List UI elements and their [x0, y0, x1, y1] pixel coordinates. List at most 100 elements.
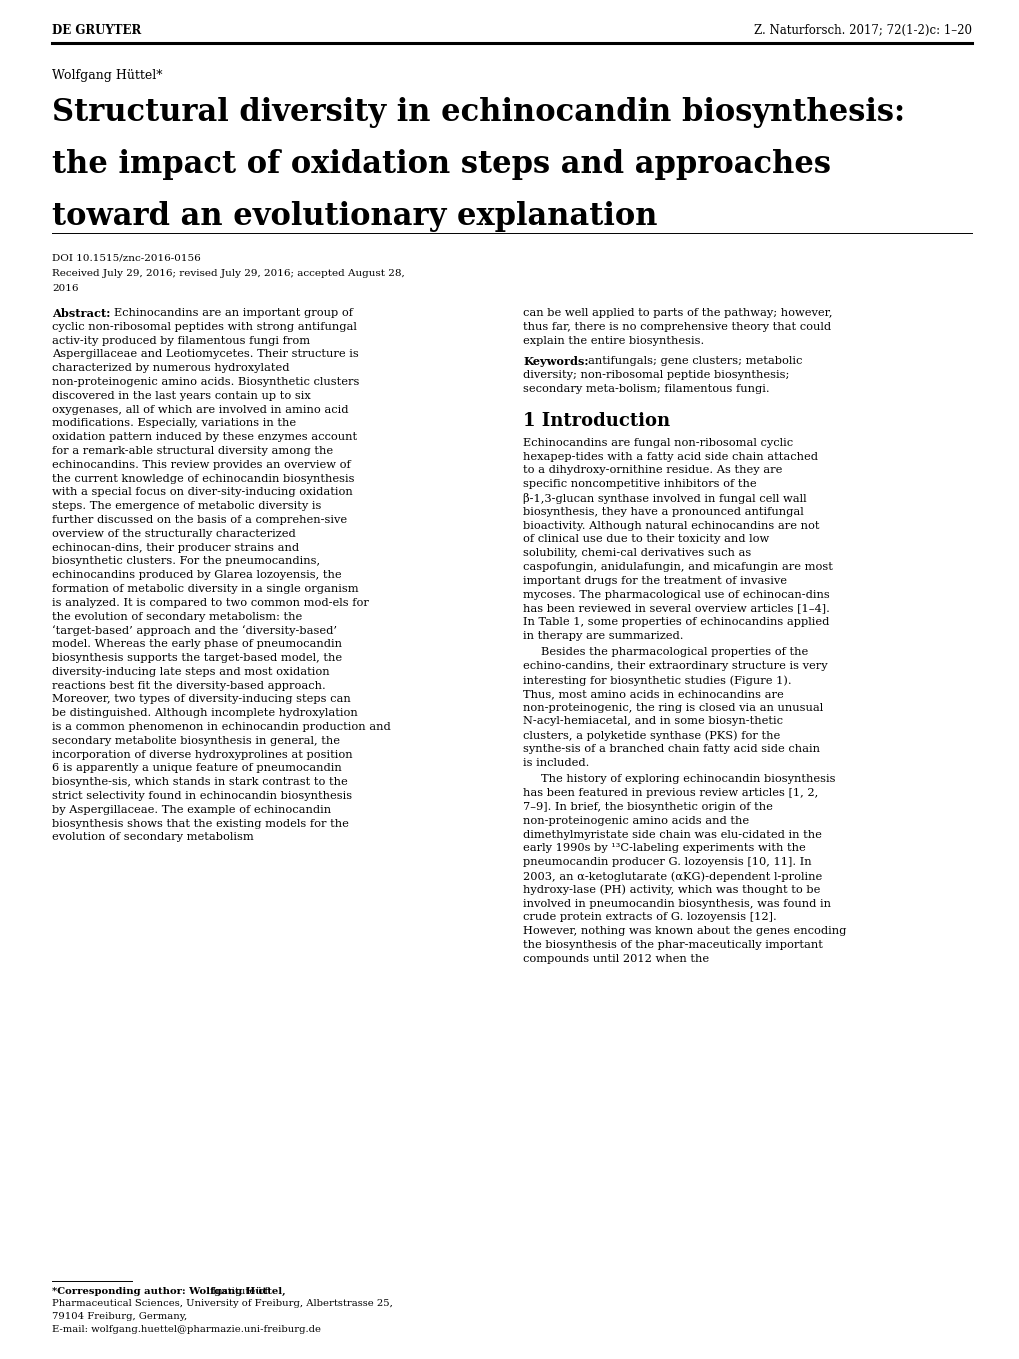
Text: In Table 1, some properties of echinocandins applied: In Table 1, some properties of echinocan…	[523, 617, 828, 626]
Text: 79104 Freiburg, Germany,: 79104 Freiburg, Germany,	[52, 1311, 187, 1321]
Text: specific noncompetitive inhibitors of the: specific noncompetitive inhibitors of th…	[523, 480, 756, 489]
Text: has been reviewed in several overview articles [1–4].: has been reviewed in several overview ar…	[523, 603, 829, 613]
Text: the evolution of secondary metabolism: the: the evolution of secondary metabolism: t…	[52, 612, 302, 621]
Text: Keywords:: Keywords:	[523, 356, 588, 367]
Text: The history of exploring echinocandin biosynthesis: The history of exploring echinocandin bi…	[540, 775, 835, 784]
Text: secondary meta-bolism; filamentous fungi.: secondary meta-bolism; filamentous fungi…	[523, 383, 769, 394]
Text: is a common phenomenon in echinocandin production and: is a common phenomenon in echinocandin p…	[52, 722, 390, 733]
Text: evolution of secondary metabolism: evolution of secondary metabolism	[52, 833, 254, 843]
Text: Besides the pharmacological properties of the: Besides the pharmacological properties o…	[540, 647, 807, 658]
Text: synthe-sis of a branched chain fatty acid side chain: synthe-sis of a branched chain fatty aci…	[523, 745, 819, 754]
Text: hexapep-tides with a fatty acid side chain attached: hexapep-tides with a fatty acid side cha…	[523, 451, 817, 462]
Text: Abstract:: Abstract:	[52, 308, 110, 319]
Text: 7–9]. In brief, the biosynthetic origin of the: 7–9]. In brief, the biosynthetic origin …	[523, 802, 772, 813]
Text: by Aspergillaceae. The example of echinocandin: by Aspergillaceae. The example of echino…	[52, 805, 331, 815]
Text: 2016: 2016	[52, 284, 78, 294]
Text: Aspergillaceae and Leotiomycetes. Their structure is: Aspergillaceae and Leotiomycetes. Their …	[52, 349, 359, 359]
Text: 2003, an α-ketoglutarate (αKG)-dependent l-proline: 2003, an α-ketoglutarate (αKG)-dependent…	[523, 871, 821, 882]
Text: thus far, there is no comprehensive theory that could: thus far, there is no comprehensive theo…	[523, 322, 830, 332]
Text: secondary metabolite biosynthesis in general, the: secondary metabolite biosynthesis in gen…	[52, 735, 339, 746]
Text: 1 Introduction: 1 Introduction	[523, 412, 669, 429]
Text: dimethylmyristate side chain was elu-cidated in the: dimethylmyristate side chain was elu-cid…	[523, 829, 821, 840]
Text: echino-candins, their extraordinary structure is very: echino-candins, their extraordinary stru…	[523, 662, 826, 671]
Text: is analyzed. It is compared to two common mod-els for: is analyzed. It is compared to two commo…	[52, 598, 369, 607]
Text: Thus, most amino acids in echinocandins are: Thus, most amino acids in echinocandins …	[523, 689, 783, 699]
Text: biosynthe-sis, which stands in stark contrast to the: biosynthe-sis, which stands in stark con…	[52, 777, 347, 787]
Text: biosynthesis, they have a pronounced antifungal: biosynthesis, they have a pronounced ant…	[523, 507, 803, 516]
Text: DE GRUYTER: DE GRUYTER	[52, 24, 141, 37]
Text: can be well applied to parts of the pathway; however,: can be well applied to parts of the path…	[523, 308, 832, 318]
Text: strict selectivity found in echinocandin biosynthesis: strict selectivity found in echinocandin…	[52, 791, 352, 800]
Text: compounds until 2012 when the: compounds until 2012 when the	[523, 954, 708, 964]
Text: formation of metabolic diversity in a single organism: formation of metabolic diversity in a si…	[52, 584, 359, 594]
Text: Echinocandins are fungal non-ribosomal cyclic: Echinocandins are fungal non-ribosomal c…	[523, 438, 793, 447]
Text: Wolfgang Hüttel*: Wolfgang Hüttel*	[52, 69, 162, 82]
Text: mycoses. The pharmacological use of echinocan-dins: mycoses. The pharmacological use of echi…	[523, 590, 828, 599]
Text: non-proteinogenic, the ring is closed via an unusual: non-proteinogenic, the ring is closed vi…	[523, 703, 822, 712]
Text: toward an evolutionary explanation: toward an evolutionary explanation	[52, 201, 657, 232]
Text: interesting for biosynthetic studies (Figure 1).: interesting for biosynthetic studies (Fi…	[523, 675, 791, 686]
Text: cyclic non-ribosomal peptides with strong antifungal: cyclic non-ribosomal peptides with stron…	[52, 322, 357, 332]
Text: Structural diversity in echinocandin biosynthesis:: Structural diversity in echinocandin bio…	[52, 96, 905, 128]
Text: 6 is apparently a unique feature of pneumocandin: 6 is apparently a unique feature of pneu…	[52, 764, 341, 773]
Text: echinocandins. This review provides an overview of: echinocandins. This review provides an o…	[52, 459, 351, 470]
Text: β-1,3-glucan synthase involved in fungal cell wall: β-1,3-glucan synthase involved in fungal…	[523, 493, 806, 504]
Text: characterized by numerous hydroxylated: characterized by numerous hydroxylated	[52, 363, 289, 374]
Text: caspofungin, anidulafungin, and micafungin are most: caspofungin, anidulafungin, and micafung…	[523, 561, 833, 572]
Text: Institute of: Institute of	[209, 1287, 268, 1296]
Text: diversity-inducing late steps and most oxidation: diversity-inducing late steps and most o…	[52, 667, 329, 677]
Text: diversity; non-ribosomal peptide biosynthesis;: diversity; non-ribosomal peptide biosynt…	[523, 370, 789, 381]
Text: has been featured in previous review articles [1, 2,: has been featured in previous review art…	[523, 788, 817, 798]
Text: in therapy are summarized.: in therapy are summarized.	[523, 631, 683, 641]
Text: clusters, a polyketide synthase (PKS) for the: clusters, a polyketide synthase (PKS) fo…	[523, 730, 780, 741]
Text: the current knowledge of echinocandin biosynthesis: the current knowledge of echinocandin bi…	[52, 473, 355, 484]
Text: biosynthesis supports the target-based model, the: biosynthesis supports the target-based m…	[52, 654, 341, 663]
Text: Received July 29, 2016; revised July 29, 2016; accepted August 28,: Received July 29, 2016; revised July 29,…	[52, 269, 405, 277]
Text: biosynthetic clusters. For the pneumocandins,: biosynthetic clusters. For the pneumocan…	[52, 556, 320, 567]
Text: Moreover, two types of diversity-inducing steps can: Moreover, two types of diversity-inducin…	[52, 694, 351, 704]
Text: E-mail: wolfgang.huettel@pharmazie.uni-freiburg.de: E-mail: wolfgang.huettel@pharmazie.uni-f…	[52, 1325, 321, 1333]
Text: oxygenases, all of which are involved in amino acid: oxygenases, all of which are involved in…	[52, 405, 348, 414]
Text: incorporation of diverse hydroxyprolines at position: incorporation of diverse hydroxyprolines…	[52, 750, 353, 760]
Text: the biosynthesis of the phar-maceutically important: the biosynthesis of the phar-maceuticall…	[523, 940, 822, 950]
Text: with a special focus on diver-sity-inducing oxidation: with a special focus on diver-sity-induc…	[52, 488, 353, 497]
Text: non-proteinogenic amino acids. Biosynthetic clusters: non-proteinogenic amino acids. Biosynthe…	[52, 376, 359, 387]
Text: reactions best fit the diversity-based approach.: reactions best fit the diversity-based a…	[52, 681, 325, 690]
Text: hydroxy-lase (PH) activity, which was thought to be: hydroxy-lase (PH) activity, which was th…	[523, 885, 819, 896]
Text: modifications. Especially, variations in the: modifications. Especially, variations in…	[52, 419, 296, 428]
Text: crude protein extracts of G. lozoyensis [12].: crude protein extracts of G. lozoyensis …	[523, 912, 776, 923]
Text: further discussed on the basis of a comprehen-sive: further discussed on the basis of a comp…	[52, 515, 346, 525]
Text: be distinguished. Although incomplete hydroxylation: be distinguished. Although incomplete hy…	[52, 708, 358, 718]
Text: However, nothing was known about the genes encoding: However, nothing was known about the gen…	[523, 927, 846, 936]
Text: for a remark-able structural diversity among the: for a remark-able structural diversity a…	[52, 446, 333, 457]
Text: antifungals; gene clusters; metabolic: antifungals; gene clusters; metabolic	[587, 356, 802, 367]
Text: Z. Naturforsch. 2017; 72(1-2)c: 1–20: Z. Naturforsch. 2017; 72(1-2)c: 1–20	[753, 24, 971, 37]
Text: echinocandins produced by Glarea lozoyensis, the: echinocandins produced by Glarea lozoyen…	[52, 571, 341, 580]
Text: important drugs for the treatment of invasive: important drugs for the treatment of inv…	[523, 576, 787, 586]
Text: involved in pneumocandin biosynthesis, was found in: involved in pneumocandin biosynthesis, w…	[523, 898, 830, 909]
Text: of clinical use due to their toxicity and low: of clinical use due to their toxicity an…	[523, 534, 768, 545]
Text: model. Whereas the early phase of pneumocandin: model. Whereas the early phase of pneumo…	[52, 639, 341, 650]
Text: discovered in the last years contain up to six: discovered in the last years contain up …	[52, 391, 311, 401]
Text: is included.: is included.	[523, 758, 589, 768]
Text: early 1990s by ¹³C-labeling experiments with the: early 1990s by ¹³C-labeling experiments …	[523, 844, 805, 853]
Text: the impact of oxidation steps and approaches: the impact of oxidation steps and approa…	[52, 149, 830, 179]
Text: non-proteinogenic amino acids and the: non-proteinogenic amino acids and the	[523, 815, 748, 826]
Text: steps. The emergence of metabolic diversity is: steps. The emergence of metabolic divers…	[52, 501, 321, 511]
Text: pneumocandin producer G. lozoyensis [10, 11]. In: pneumocandin producer G. lozoyensis [10,…	[523, 858, 811, 867]
Text: Pharmaceutical Sciences, University of Freiburg, Albertstrasse 25,: Pharmaceutical Sciences, University of F…	[52, 1299, 392, 1309]
Text: overview of the structurally characterized: overview of the structurally characteriz…	[52, 529, 296, 538]
Text: to a dihydroxy-ornithine residue. As they are: to a dihydroxy-ornithine residue. As the…	[523, 465, 782, 476]
Text: activ-ity produced by filamentous fungi from: activ-ity produced by filamentous fungi …	[52, 336, 310, 345]
Text: explain the entire biosynthesis.: explain the entire biosynthesis.	[523, 336, 703, 345]
Text: DOI 10.1515/znc-2016-0156: DOI 10.1515/znc-2016-0156	[52, 253, 201, 262]
Text: N-acyl-hemiacetal, and in some biosyn-thetic: N-acyl-hemiacetal, and in some biosyn-th…	[523, 716, 783, 727]
Text: bioactivity. Although natural echinocandins are not: bioactivity. Although natural echinocand…	[523, 520, 818, 530]
Text: biosynthesis shows that the existing models for the: biosynthesis shows that the existing mod…	[52, 818, 348, 829]
Text: oxidation pattern induced by these enzymes account: oxidation pattern induced by these enzym…	[52, 432, 357, 442]
Text: ‘target-based’ approach and the ‘diversity-based’: ‘target-based’ approach and the ‘diversi…	[52, 625, 336, 636]
Text: *Corresponding author: Wolfgang Hüttel,: *Corresponding author: Wolfgang Hüttel,	[52, 1287, 285, 1296]
Text: Echinocandins are an important group of: Echinocandins are an important group of	[114, 308, 353, 318]
Text: solubility, chemi-cal derivatives such as: solubility, chemi-cal derivatives such a…	[523, 548, 751, 559]
Text: echinocan-dins, their producer strains and: echinocan-dins, their producer strains a…	[52, 542, 299, 553]
